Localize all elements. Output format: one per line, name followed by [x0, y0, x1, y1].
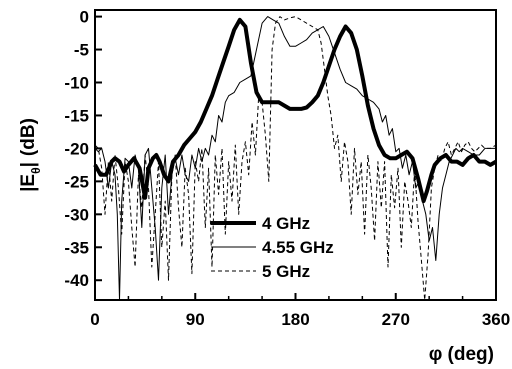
series-line-3 — [94, 16, 497, 301]
x-axis-label: φ (deg) — [429, 344, 494, 365]
y-tick-label: -20 — [64, 139, 89, 158]
series-line-1 — [93, 17, 498, 204]
y-tick-label: -10 — [64, 74, 89, 93]
x-tick-label: 180 — [281, 310, 309, 329]
y-tick-label: -35 — [64, 238, 89, 257]
series-layer — [93, 16, 498, 301]
y-axis-label: |Eθ| (dB) — [18, 118, 43, 192]
legend-label-5ghz: 5 GHz — [262, 262, 310, 281]
y-axis-label-sub: θ — [29, 167, 43, 174]
y-tick-label: -15 — [64, 106, 89, 125]
y-tick-label: -40 — [64, 271, 89, 290]
x-tick-label: 360 — [482, 310, 510, 329]
legend: 4 GHz 4.55 GHz 5 GHz — [211, 214, 334, 281]
x-tick-label: 90 — [186, 310, 205, 329]
x-tick-label: 270 — [382, 310, 410, 329]
tick-layer: 0 90 180 270 360 0 -5 -10 -15 -20 -25 -30 -35 -40 — [64, 8, 510, 329]
y-tick-label: -5 — [74, 41, 89, 60]
y-tick-label: -30 — [64, 205, 89, 224]
x-tick-label: 0 — [90, 310, 99, 329]
y-tick-label: -25 — [64, 172, 89, 191]
y-tick-label: 0 — [80, 8, 89, 27]
legend-label-455ghz: 4.55 GHz — [262, 238, 334, 257]
y-axis-label-unit: (dB) — [18, 118, 39, 156]
svg-text:|Eθ|(dB): |Eθ| (dB) — [18, 118, 43, 192]
legend-label-4ghz: 4 GHz — [262, 214, 310, 233]
y-axis-label-bar: | — [18, 162, 39, 167]
y-axis-label-main: |E — [18, 174, 39, 192]
